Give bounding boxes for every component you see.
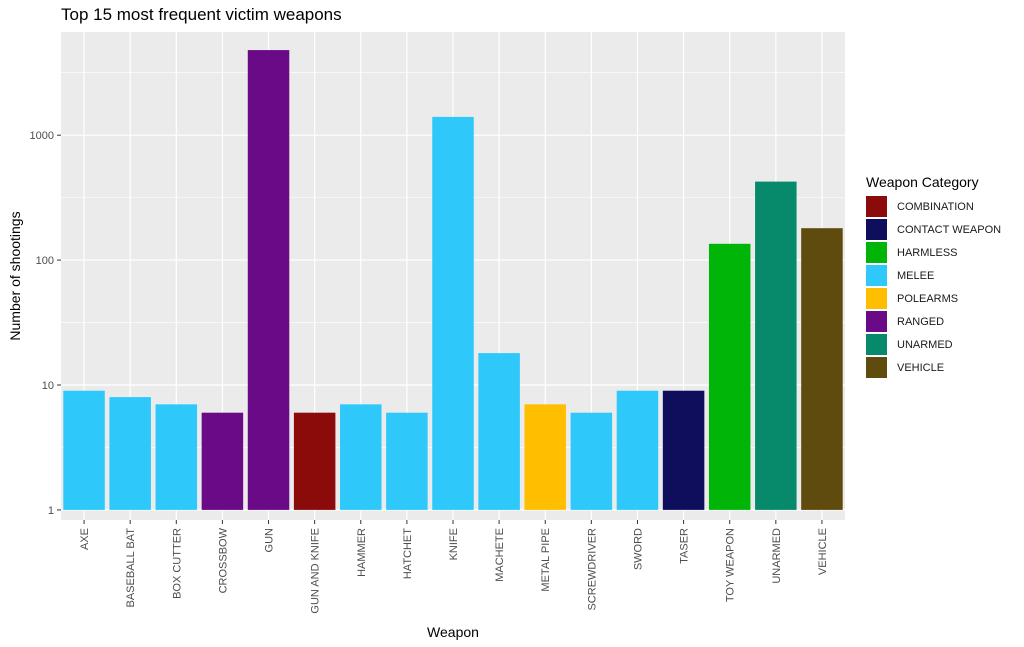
x-tick-label: SCREWDRIVER <box>586 528 598 611</box>
bar-unarmed <box>755 181 797 510</box>
bar-gun-and-knife <box>293 412 336 510</box>
legend-item-unarmed: UNARMED <box>866 333 1001 356</box>
x-tick-label: METAL PIPE <box>540 528 552 592</box>
y-tick-label: 1 <box>48 505 54 517</box>
bar-baseball-bat <box>109 397 151 510</box>
x-tick-label: GUN AND KNIFE <box>310 528 322 614</box>
legend-items: COMBINATION CONTACT WEAPON HARMLESS MELEE PO… <box>866 195 1001 379</box>
legend-swatch <box>866 357 887 378</box>
x-tick-label: MACHETE <box>494 528 506 582</box>
legend-swatch <box>866 219 887 240</box>
legend: Weapon Category COMBINATION CONTACT WEAPO… <box>866 174 1001 379</box>
bar-taser <box>662 390 705 510</box>
legend-label: CONTACT WEAPON <box>897 223 1002 236</box>
y-axis-title: Number of shootings <box>7 211 23 340</box>
x-axis-title: Weapon <box>427 624 479 640</box>
legend-swatch <box>866 196 887 217</box>
bar-crossbow <box>201 412 244 510</box>
legend-item-harmless: HARMLESS <box>866 241 1001 264</box>
legend-label: COMBINATION <box>897 200 974 213</box>
legend-label: RANGED <box>897 315 945 328</box>
bar-screwdriver <box>570 412 613 510</box>
bar-sword <box>616 390 659 510</box>
legend-swatch <box>866 265 887 286</box>
legend-swatch <box>866 242 887 263</box>
y-tick-label: 1000 <box>30 130 54 142</box>
bar-toy-weapon <box>708 243 751 510</box>
chart-title: Top 15 most frequent victim weapons <box>61 5 342 24</box>
legend-swatch <box>866 288 887 309</box>
x-tick-label: HAMMER <box>356 528 368 577</box>
bar-axe <box>63 390 105 510</box>
x-tick-label: UNARMED <box>771 528 783 584</box>
legend-item-melee: MELEE <box>866 264 1001 287</box>
x-tick-label: SWORD <box>632 528 644 570</box>
legend-item-polearms: POLEARMS <box>866 287 1001 310</box>
x-tick-label: VEHICLE <box>817 528 829 575</box>
legend-label: UNARMED <box>897 338 953 351</box>
y-tick-label: 100 <box>36 255 54 267</box>
x-tick-label: AXE <box>79 528 91 550</box>
legend-item-ranged: RANGED <box>866 310 1001 333</box>
bar-gun <box>247 50 290 510</box>
legend-item-contact-weapon: CONTACT WEAPON <box>866 218 1001 241</box>
x-tick-label: KNIFE <box>448 528 460 560</box>
legend-item-vehicle: VEHICLE <box>866 356 1001 379</box>
legend-label: MELEE <box>897 269 935 282</box>
bar-knife <box>432 116 474 510</box>
legend-item-combination: COMBINATION <box>866 195 1001 218</box>
bar-hammer <box>340 404 382 510</box>
legend-label: VEHICLE <box>897 361 945 374</box>
legend-swatch <box>866 311 887 332</box>
x-tick-label: CROSSBOW <box>217 527 229 593</box>
legend-title: Weapon Category <box>866 174 979 190</box>
legend-label: POLEARMS <box>897 292 959 305</box>
bar-hatchet <box>386 412 428 510</box>
x-tick-label: BASEBALL BAT <box>125 528 137 608</box>
x-tick-label: GUN <box>264 528 276 553</box>
x-tick-label: BOX CUTTER <box>171 528 183 599</box>
legend-label: HARMLESS <box>897 246 958 259</box>
y-tick-label: 10 <box>42 380 54 392</box>
bar-vehicle <box>801 228 843 510</box>
bar-box-cutter <box>155 404 198 510</box>
x-tick-label: HATCHET <box>402 528 414 579</box>
bar-metal-pipe <box>524 404 566 510</box>
x-tick-label: TASER <box>679 528 691 564</box>
legend-swatch <box>866 334 887 355</box>
bar-machete <box>478 353 520 510</box>
x-tick-label: TOY WEAPON <box>725 528 737 602</box>
